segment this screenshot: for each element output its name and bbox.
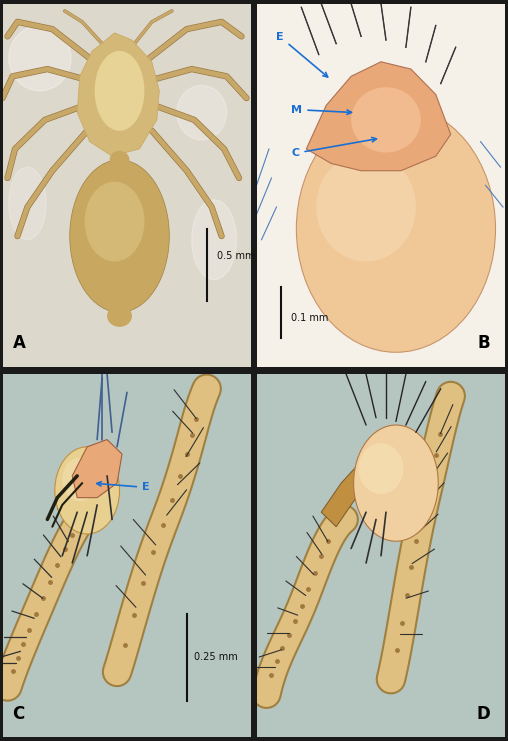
Ellipse shape bbox=[85, 182, 144, 262]
FancyBboxPatch shape bbox=[3, 4, 251, 367]
Text: 0.5 mm: 0.5 mm bbox=[216, 250, 254, 261]
Text: C: C bbox=[292, 137, 376, 158]
Ellipse shape bbox=[351, 87, 421, 153]
Text: 0.1 mm: 0.1 mm bbox=[292, 313, 329, 323]
Text: A: A bbox=[13, 334, 25, 352]
Polygon shape bbox=[57, 462, 107, 527]
Text: C: C bbox=[13, 705, 25, 722]
Ellipse shape bbox=[359, 443, 403, 494]
Ellipse shape bbox=[9, 25, 71, 91]
Ellipse shape bbox=[70, 160, 169, 313]
Ellipse shape bbox=[9, 167, 46, 240]
Ellipse shape bbox=[55, 447, 119, 534]
Ellipse shape bbox=[62, 458, 97, 502]
Polygon shape bbox=[72, 439, 122, 498]
Ellipse shape bbox=[94, 51, 144, 131]
Text: D: D bbox=[477, 705, 491, 722]
Ellipse shape bbox=[316, 153, 416, 262]
Polygon shape bbox=[306, 62, 451, 170]
Text: B: B bbox=[478, 334, 491, 352]
Ellipse shape bbox=[177, 85, 227, 140]
Ellipse shape bbox=[354, 425, 438, 541]
Text: E: E bbox=[276, 32, 328, 77]
Polygon shape bbox=[321, 462, 371, 527]
Ellipse shape bbox=[296, 105, 495, 352]
Ellipse shape bbox=[107, 305, 132, 327]
Text: 0.25 mm: 0.25 mm bbox=[194, 652, 238, 662]
Text: E: E bbox=[97, 482, 149, 492]
FancyBboxPatch shape bbox=[257, 4, 505, 367]
Ellipse shape bbox=[110, 150, 130, 169]
Polygon shape bbox=[77, 33, 160, 156]
Polygon shape bbox=[356, 432, 426, 519]
Text: M: M bbox=[292, 104, 352, 115]
Ellipse shape bbox=[192, 200, 237, 279]
